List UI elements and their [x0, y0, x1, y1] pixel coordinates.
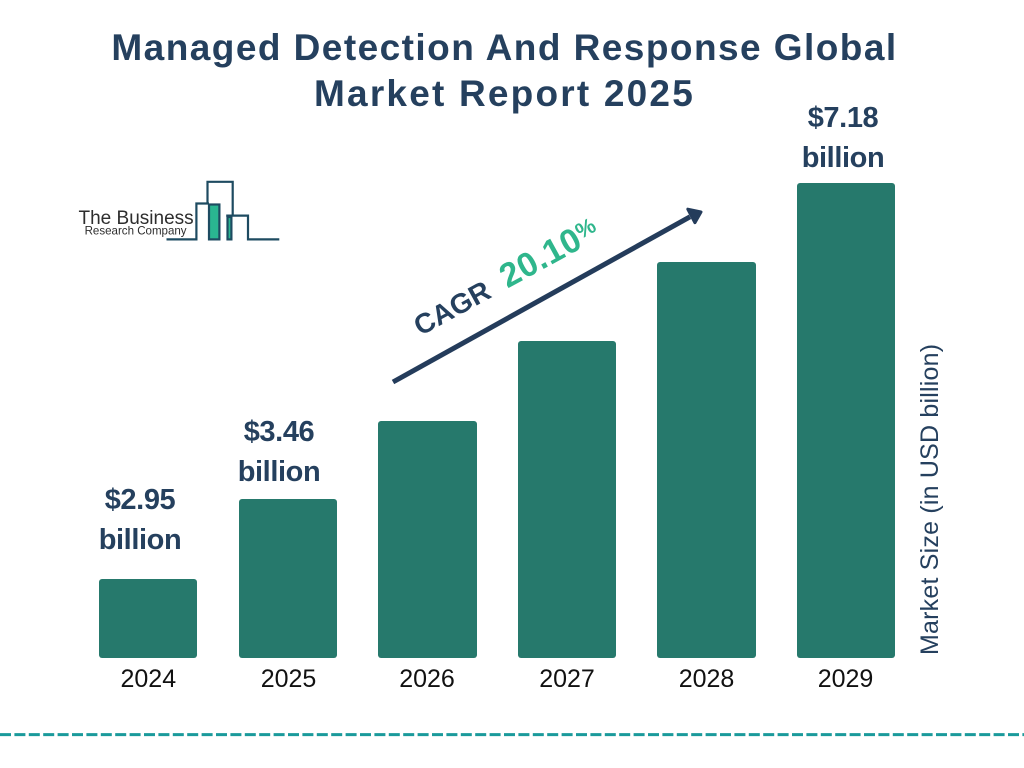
svg-text:Research Company: Research Company	[85, 224, 187, 238]
svg-text:The Business: The Business	[79, 207, 194, 229]
